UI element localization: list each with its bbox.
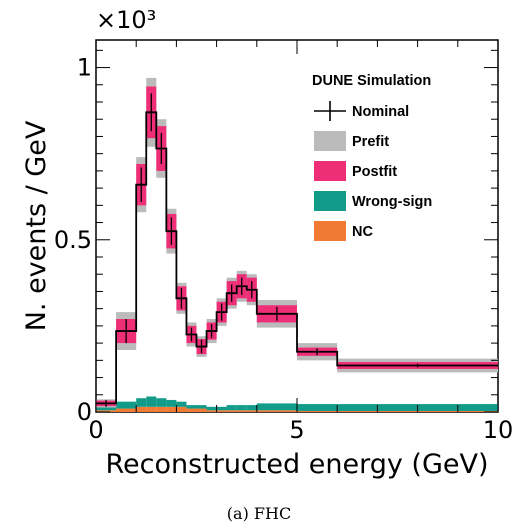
ticks-layer: 0 5 10 0 0.5 1 bbox=[54, 40, 513, 444]
wrong-sign-bar bbox=[116, 401, 137, 409]
legend-label: Postfit bbox=[352, 164, 397, 180]
wrong-sign-bar bbox=[256, 403, 297, 411]
legend-label: Nominal bbox=[352, 104, 409, 120]
legend-label: NC bbox=[352, 224, 373, 240]
nc-bar bbox=[196, 408, 207, 412]
nc-bar bbox=[246, 410, 257, 412]
nc-bar bbox=[136, 406, 147, 412]
wrong-sign-bar bbox=[176, 401, 187, 407]
nc-bar bbox=[146, 406, 157, 412]
wrong-sign-bar bbox=[206, 406, 217, 411]
nc-bar bbox=[96, 410, 117, 412]
wrong-sign-bar bbox=[166, 399, 177, 407]
wrong-sign-bar bbox=[96, 406, 117, 411]
legend-label: Wrong-sign bbox=[352, 194, 432, 210]
wrong-sign-bar bbox=[246, 405, 257, 411]
wrong-sign-bar bbox=[226, 405, 237, 411]
x-tick-label: 5 bbox=[289, 416, 304, 444]
y-multiplier: ×10³ bbox=[96, 6, 156, 34]
legend-label: Prefit bbox=[352, 134, 389, 150]
legend-title: DUNE Simulation bbox=[312, 73, 431, 89]
bars-layer bbox=[96, 77, 498, 412]
x-axis-title: Reconstructed energy (GeV) bbox=[106, 449, 489, 480]
legend-swatch-prefit bbox=[314, 131, 346, 151]
wrong-sign-bar bbox=[136, 398, 147, 407]
nc-bar bbox=[297, 410, 338, 412]
nc-bar bbox=[186, 408, 197, 412]
legend-entry-prefit: Prefit bbox=[314, 131, 389, 151]
y-tick-label: 0.5 bbox=[54, 226, 92, 254]
nc-bar bbox=[226, 410, 237, 412]
wrong-sign-bar bbox=[156, 398, 167, 407]
nc-bar bbox=[166, 406, 177, 412]
caption: (a) FHC bbox=[227, 504, 291, 523]
nc-bar bbox=[216, 410, 227, 412]
legend-entry-nominal: Nominal bbox=[314, 101, 409, 121]
nc-bar bbox=[256, 410, 297, 412]
wrong-sign-bar bbox=[146, 396, 157, 407]
wrong-sign-bar bbox=[297, 404, 338, 411]
y-axis-title: N. events / GeV bbox=[21, 120, 52, 331]
nc-bar bbox=[116, 408, 137, 412]
wrong-sign-bar bbox=[236, 405, 247, 411]
legend-entry-postfit: Postfit bbox=[314, 161, 397, 181]
legend-swatch-nc bbox=[314, 221, 346, 241]
legend: DUNE Simulation Nominal Prefit Postfit Wron… bbox=[312, 73, 432, 241]
legend-swatch-wrong-sign bbox=[314, 191, 346, 211]
wrong-sign-bar bbox=[216, 406, 227, 411]
x-tick-label: 10 bbox=[483, 416, 514, 444]
legend-swatch-postfit bbox=[314, 161, 346, 181]
legend-entry-wrong-sign: Wrong-sign bbox=[314, 191, 432, 211]
x-tick-label: 0 bbox=[88, 416, 103, 444]
y-tick-label: 1 bbox=[77, 54, 92, 82]
wrong-sign-bar bbox=[196, 405, 207, 409]
wrong-sign-bar bbox=[186, 405, 197, 409]
nc-bar bbox=[156, 406, 167, 412]
legend-entry-nc: NC bbox=[314, 221, 373, 241]
nc-bar bbox=[206, 410, 217, 412]
nc-bar bbox=[236, 410, 247, 412]
nc-bar bbox=[176, 406, 187, 412]
y-tick-label: 0 bbox=[77, 398, 92, 426]
